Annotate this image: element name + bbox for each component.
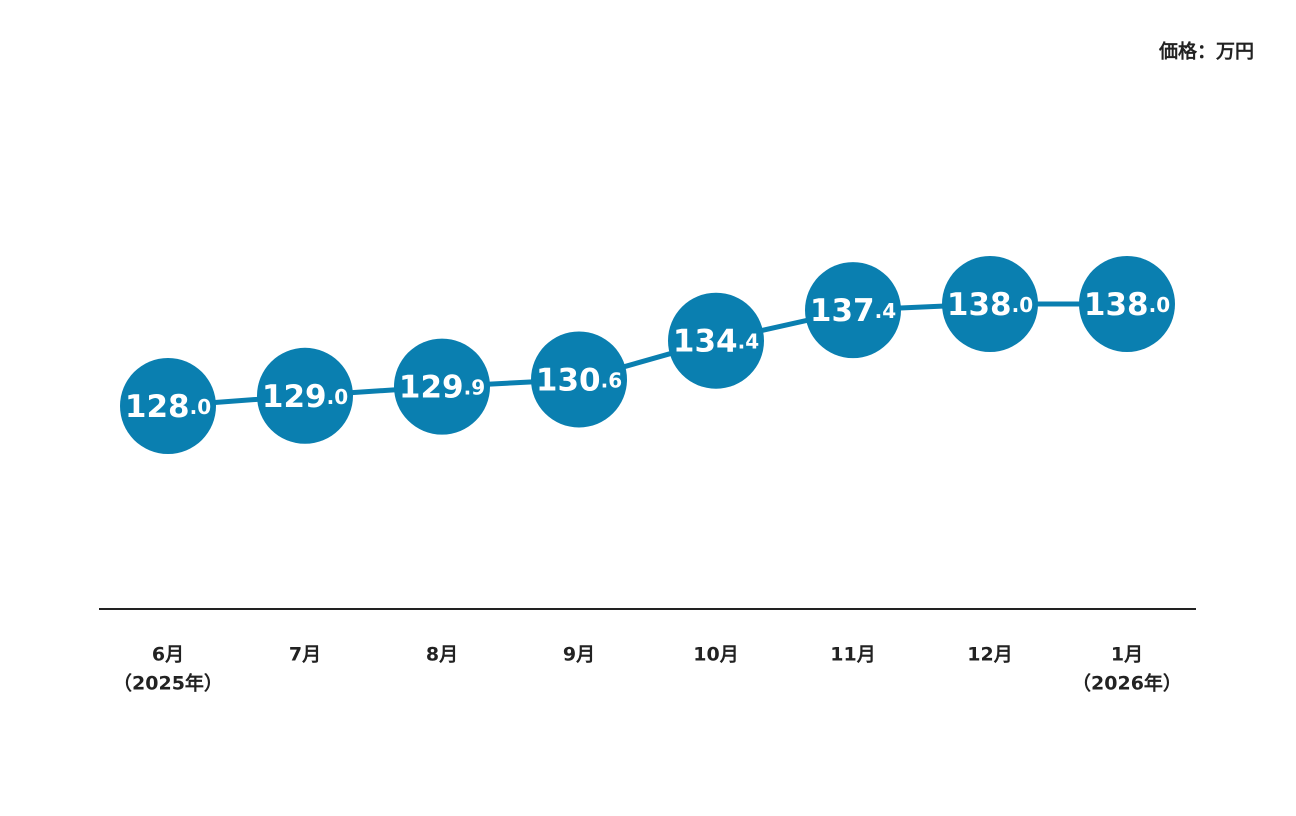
x-tick-label: 9月 — [563, 644, 595, 666]
data-point — [942, 256, 1038, 352]
value-label: 129.9 — [399, 369, 485, 405]
x-tick-label: 8月 — [426, 644, 458, 666]
x-tick-label: 12月 — [967, 644, 1012, 666]
value-label-int: 134 — [673, 323, 738, 359]
data-point — [531, 331, 627, 428]
unit-label: 価格：万円 — [1158, 40, 1254, 63]
value-label: 138.0 — [947, 287, 1033, 323]
value-label-dec: .6 — [601, 368, 623, 392]
value-label: 128.0 — [125, 389, 211, 425]
value-label-int: 129 — [399, 369, 464, 405]
value-label-int: 137 — [810, 293, 875, 329]
value-label-dec: .0 — [1149, 293, 1171, 317]
value-label-dec: .4 — [738, 329, 760, 353]
data-point — [394, 338, 490, 435]
value-label-dec: .0 — [190, 395, 212, 419]
value-label-dec: .9 — [464, 375, 486, 399]
value-label-dec: .4 — [875, 299, 897, 323]
data-point — [1079, 256, 1175, 352]
data-point — [668, 292, 764, 389]
value-label-int: 130 — [536, 362, 601, 398]
data-point — [257, 347, 353, 444]
value-label-dec: .0 — [327, 384, 349, 408]
value-label: 137.4 — [810, 293, 896, 329]
value-label: 138.0 — [1084, 287, 1170, 323]
x-tick-label: 7月 — [289, 644, 321, 666]
x-tick-label: 11月 — [830, 644, 875, 666]
data-point — [120, 358, 216, 454]
x-tick-label: 6月 — [152, 644, 184, 666]
value-label-int: 138 — [947, 287, 1012, 323]
x-tick-label: （2026年） — [1072, 672, 1182, 695]
value-label-int: 128 — [125, 389, 190, 425]
value-label: 129.0 — [262, 378, 348, 414]
value-label: 130.6 — [536, 362, 622, 398]
value-label-int: 129 — [262, 378, 327, 414]
x-tick-label: （2025年） — [113, 672, 223, 695]
data-point — [805, 262, 901, 359]
value-label-dec: .0 — [1012, 293, 1034, 317]
value-label-int: 138 — [1084, 287, 1149, 323]
x-tick-label: 10月 — [693, 644, 738, 666]
value-label: 134.4 — [673, 323, 759, 359]
x-tick-label: 1月 — [1111, 644, 1143, 666]
